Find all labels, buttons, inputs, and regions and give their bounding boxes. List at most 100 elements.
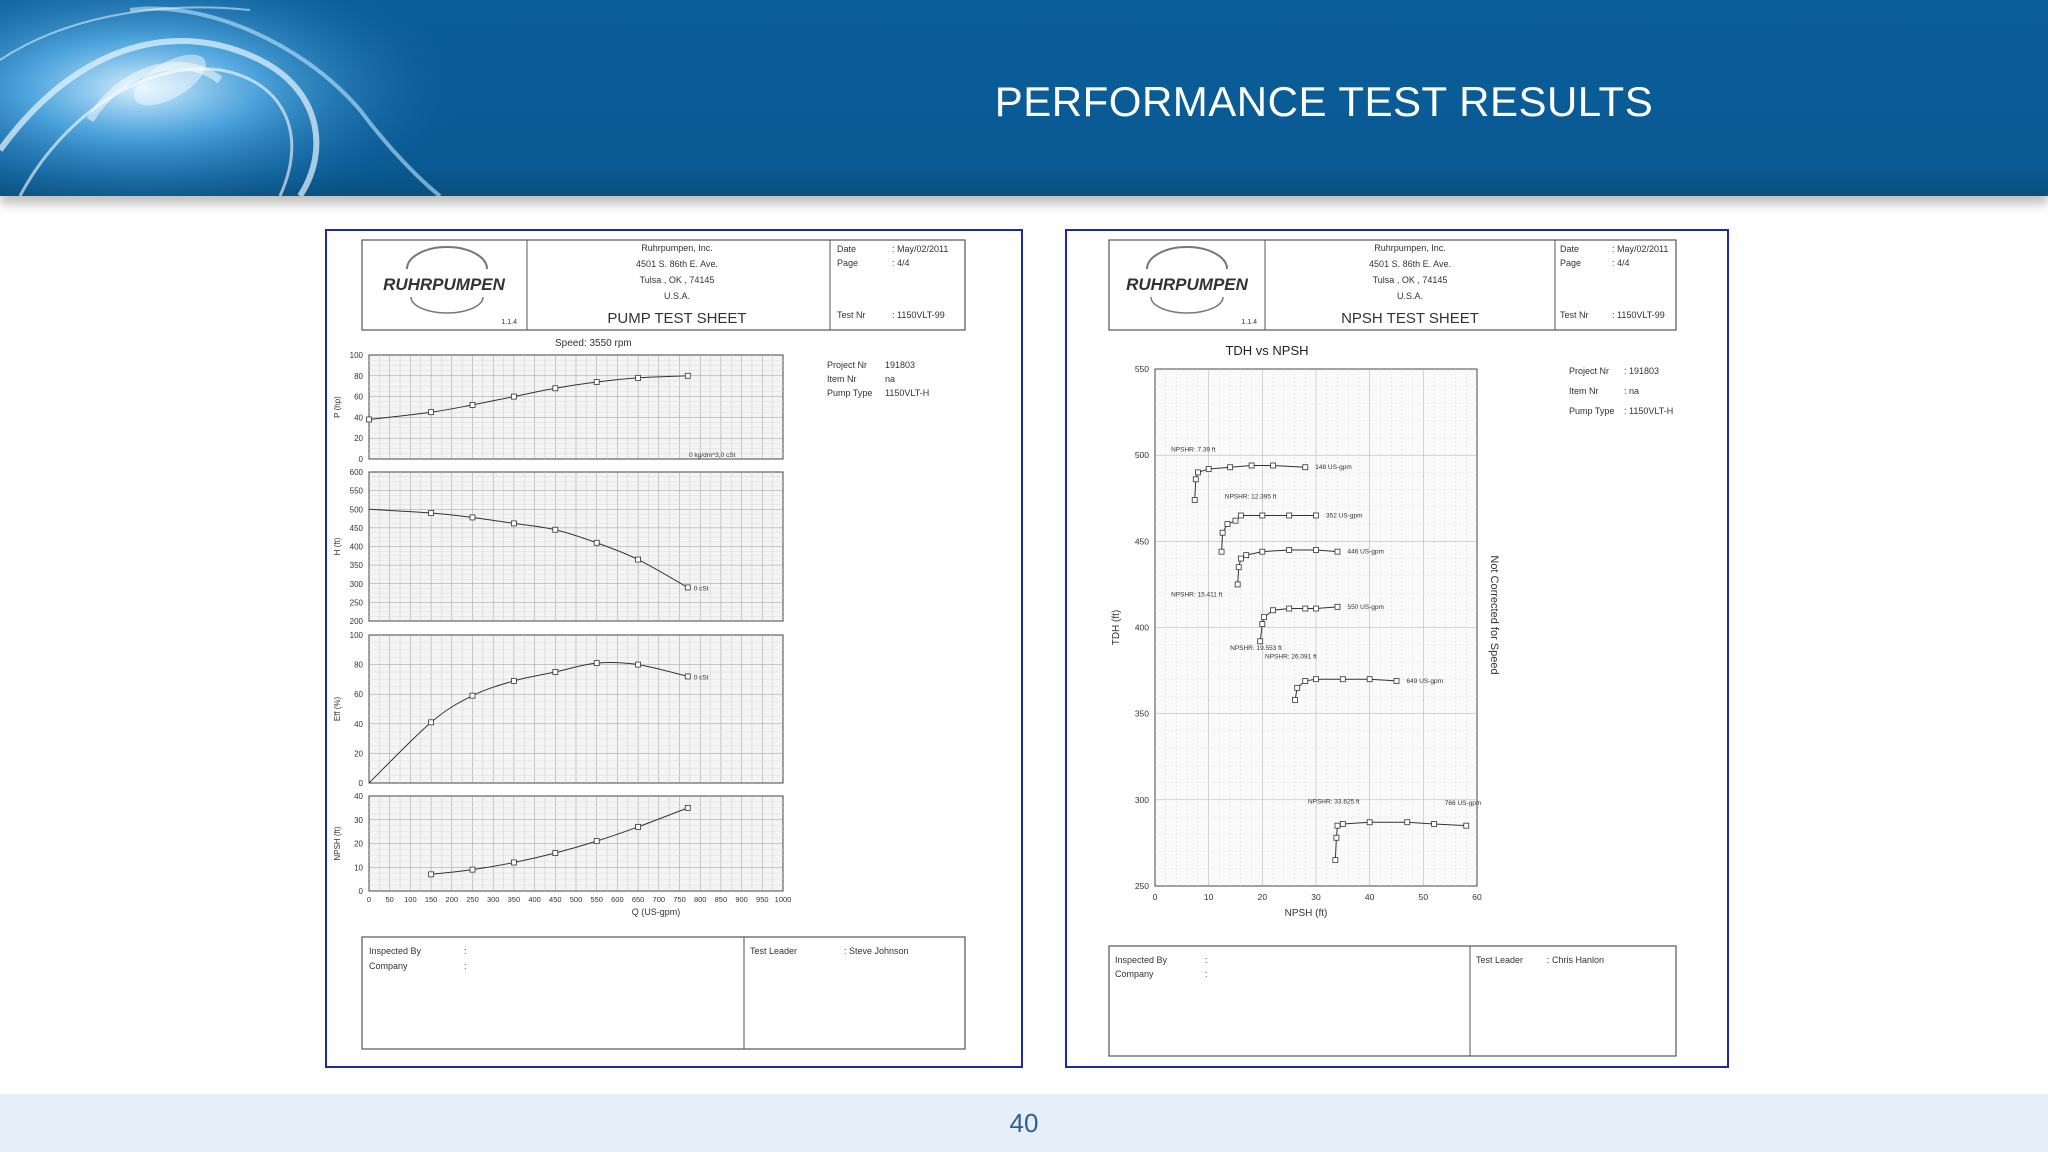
company-name: Ruhrpumpen, Inc. xyxy=(641,243,713,253)
data-point xyxy=(1219,529,1226,536)
data-point xyxy=(1334,822,1341,829)
data-point xyxy=(1218,548,1225,555)
y-tick-label: 550 xyxy=(1135,364,1149,374)
x-tick-label: 650 xyxy=(632,895,645,904)
series-flow-label: 550 US-gpm xyxy=(1347,604,1384,611)
data-point xyxy=(552,385,559,392)
speed-label: Speed: 3550 rpm xyxy=(555,338,632,349)
y-tick-label: 80 xyxy=(354,372,363,381)
y-tick-label: 300 xyxy=(1135,795,1149,805)
y-tick-label: 0 xyxy=(359,455,364,464)
y-tick-label: 40 xyxy=(354,720,363,729)
y-axis-label: TDH (ft) xyxy=(1111,610,1122,646)
company-label: Company xyxy=(369,961,408,971)
series-0: 148 US-gpm NPSHR: 7.39 ft xyxy=(1171,447,1352,503)
data-point xyxy=(1243,552,1250,559)
y-tick-label: 40 xyxy=(354,413,363,422)
ruhrpumpen-logo: RUHRPUMPEN xyxy=(383,246,506,314)
series-line xyxy=(368,375,688,420)
series-1: 352 US-gpm NPSHR: 12.395 ft xyxy=(1218,493,1363,555)
page-value: : 4/4 xyxy=(1612,258,1630,268)
item-label: Item Nr xyxy=(1569,386,1599,396)
data-point xyxy=(635,556,642,563)
sheet-title: NPSH TEST SHEET xyxy=(1341,310,1479,327)
x-tick-label: 150 xyxy=(425,895,438,904)
company-logo-text: RUHRPUMPEN xyxy=(383,275,506,294)
page-label: Page xyxy=(837,258,858,268)
slide-title: PERFORMANCE TEST RESULTS xyxy=(994,78,1654,125)
series-flow-label: 446 US-gpm xyxy=(1347,549,1384,556)
y-tick-label: 60 xyxy=(354,690,363,699)
x-tick-label: 300 xyxy=(487,895,500,904)
x-tick-label: 350 xyxy=(508,895,521,904)
test-leader-value: : Steve Johnson xyxy=(844,946,909,956)
date-value: : May/02/2011 xyxy=(1612,244,1668,254)
y-tick-label: 30 xyxy=(354,816,363,825)
data-point xyxy=(1334,548,1341,555)
page-value: : 4/4 xyxy=(892,258,910,268)
x-tick-label: 20 xyxy=(1258,892,1268,902)
npshr-label: NPSHR: 7.39 ft xyxy=(1171,447,1216,454)
x-tick-label: 750 xyxy=(673,895,686,904)
y-tick-label: 400 xyxy=(350,543,364,552)
form-code: 1.1.4 xyxy=(1241,319,1257,326)
data-point xyxy=(1313,676,1319,683)
y-tick-label: 400 xyxy=(1135,623,1149,633)
x-tick-label: 1000 xyxy=(775,895,792,904)
item-label: Item Nr xyxy=(827,374,857,384)
chart-title: TDH vs NPSH xyxy=(1225,343,1308,358)
x-tick-label: 50 xyxy=(386,895,394,904)
tdh-vs-npsh-chart: TDH vs NPSH 250 300 350 400 450 500 550 0 10 20 30 4… xyxy=(1111,343,1482,919)
data-point xyxy=(684,372,691,379)
x-tick-label: 0 xyxy=(367,895,371,904)
y-tick-label: 500 xyxy=(350,505,364,514)
form-code: 1.1.4 xyxy=(501,319,517,326)
sheet-title: PUMP TEST SHEET xyxy=(607,310,746,327)
data-point xyxy=(1366,819,1373,826)
npsh-test-sheet: RUHRPUMPEN 1.1.4 Ruhrpumpen, Inc. 4501 S… xyxy=(1065,229,1729,1068)
data-point xyxy=(1339,821,1346,827)
test-leader-value: : Chris Hanlon xyxy=(1547,955,1604,965)
test-label: Test Nr xyxy=(837,310,866,320)
company-name: Ruhrpumpen, Inc. xyxy=(1374,243,1446,253)
data-point xyxy=(510,859,517,866)
data-point xyxy=(428,871,434,878)
x-tick-label: 30 xyxy=(1311,892,1321,902)
data-point xyxy=(428,719,434,726)
pump-type-value: : 1150VLT-H xyxy=(1624,406,1673,416)
data-point xyxy=(1431,821,1437,827)
company-value: : xyxy=(464,961,467,971)
inspected-by-label: Inspected By xyxy=(369,946,422,956)
data-point xyxy=(635,823,642,830)
data-point xyxy=(469,514,476,521)
data-point xyxy=(1333,834,1340,841)
page-number: 40 xyxy=(1009,1108,1039,1138)
page-label: Page xyxy=(1560,258,1581,268)
company-address: 4501 S. 86th E. Ave. xyxy=(1369,259,1451,269)
data-point xyxy=(510,520,517,527)
x-tick-label: 900 xyxy=(735,895,748,904)
data-point xyxy=(469,402,476,408)
series-flow-label: 148 US-gpm xyxy=(1315,464,1352,471)
y-tick-label: 60 xyxy=(354,393,363,402)
data-point xyxy=(684,804,691,811)
company-value: : xyxy=(1205,969,1208,979)
y-tick-label: 0 xyxy=(359,887,364,896)
y-tick-label: 500 xyxy=(1135,450,1149,460)
company-city: Tulsa , OK , 74145 xyxy=(640,275,715,285)
series-line xyxy=(368,508,689,588)
data-point xyxy=(1237,512,1244,519)
x-tick-label: 0 xyxy=(1153,892,1158,902)
npshr-label: NPSHR: 33.625 ft xyxy=(1308,798,1360,805)
npshr-label: NPSHR: 26.091 ft xyxy=(1265,654,1317,661)
series-3: 550 US-gpm NPSHR: 19.553 ft xyxy=(1230,604,1384,652)
company-country: U.S.A. xyxy=(664,291,690,301)
x-tick-label: 550 xyxy=(590,895,603,904)
y-tick-label: 100 xyxy=(350,351,364,360)
test-leader-label: Test Leader xyxy=(1476,955,1523,965)
data-point xyxy=(1292,696,1298,703)
data-point xyxy=(1195,469,1201,476)
data-point xyxy=(1259,548,1266,555)
x-tick-label: 40 xyxy=(1365,892,1375,902)
y-tick-label: 200 xyxy=(350,617,364,626)
